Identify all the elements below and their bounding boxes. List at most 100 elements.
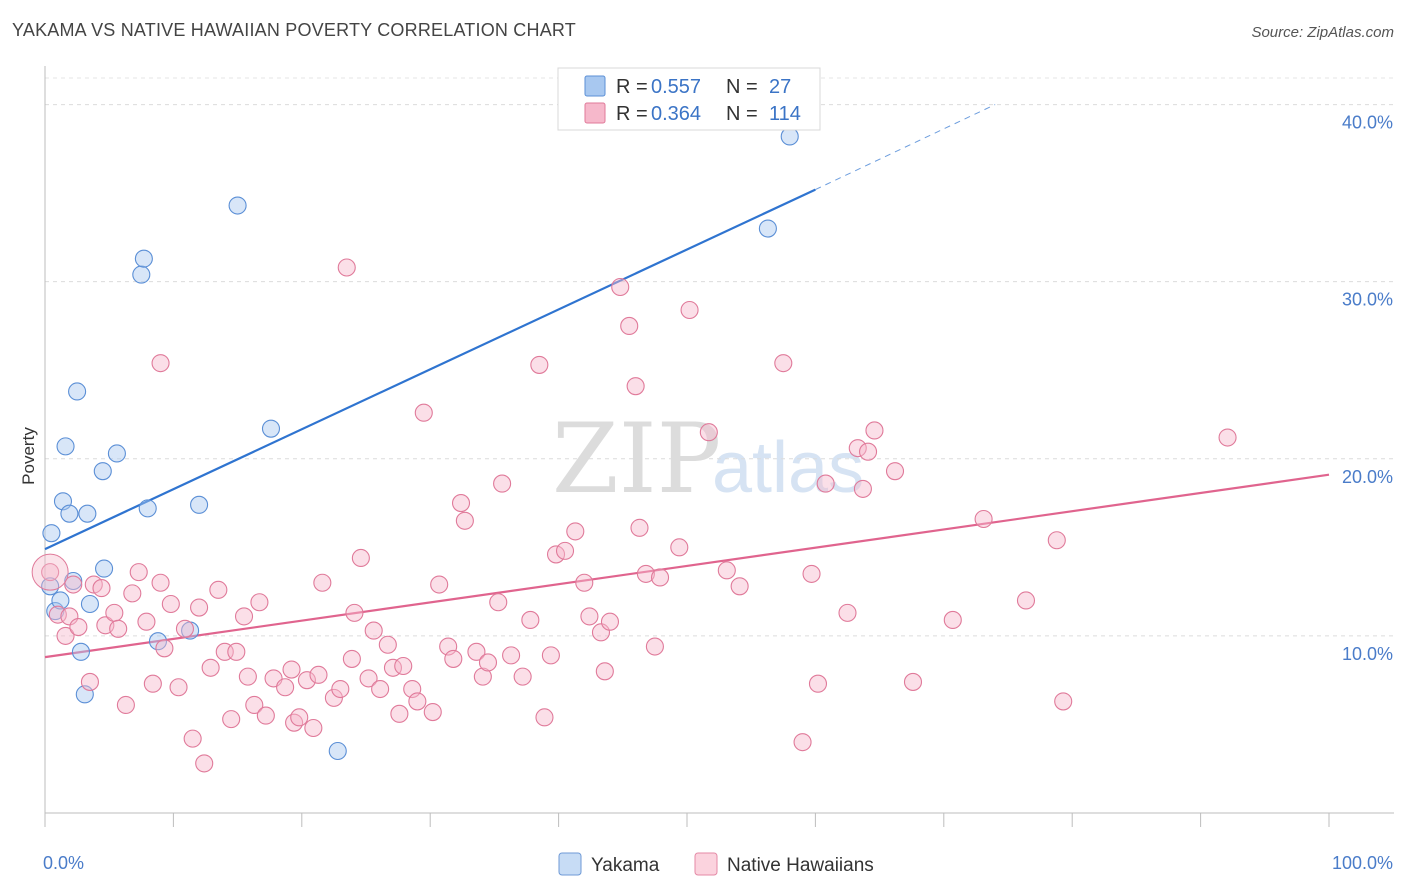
point-native-hawaiians [595, 662, 614, 681]
point-yakama [138, 499, 157, 518]
point-yakama [261, 419, 281, 438]
point-native-hawaiians [227, 642, 246, 661]
point-native-hawaiians [342, 649, 361, 668]
point-native-hawaiians [600, 612, 620, 631]
point-native-hawaiians [276, 678, 295, 697]
point-native-hawaiians [444, 649, 463, 668]
trend-line-yakama-extension [815, 104, 996, 191]
point-native-hawaiians [650, 568, 670, 587]
point-native-hawaiians [48, 605, 67, 624]
point-yakama [68, 382, 87, 401]
legend-n-label: N = [726, 76, 758, 98]
point-native-hawaiians [151, 354, 170, 373]
point-native-hawaiians [943, 610, 962, 630]
point-yakama [42, 524, 61, 543]
point-yakama [190, 495, 209, 514]
point-native-hawaiians [201, 658, 220, 677]
point-native-hawaiians [816, 474, 835, 493]
point-native-hawaiians [351, 548, 370, 568]
x-tick-label: 100.0% [1332, 853, 1393, 873]
source-credit: Source: ZipAtlas.com [1251, 24, 1394, 41]
point-native-hawaiians [808, 674, 828, 693]
point-native-hawaiians [473, 667, 492, 686]
legend-swatch-native-hawaiians [584, 102, 606, 124]
point-native-hawaiians [903, 672, 923, 691]
legend-swatch-yakama [584, 75, 606, 97]
point-yakama [56, 437, 75, 456]
point-native-hawaiians [853, 479, 872, 498]
point-native-hawaiians [530, 355, 549, 374]
point-native-hawaiians [451, 494, 471, 513]
point-native-hawaiians [802, 564, 821, 583]
point-native-hawaiians [455, 511, 474, 530]
point-yakama [71, 642, 91, 661]
point-native-hawaiians [408, 692, 427, 711]
point-native-hawaiians [313, 573, 332, 592]
point-native-hawaiians [245, 695, 264, 715]
watermark: ZIP atlas [552, 403, 864, 515]
legend-r-value: 0.557 [651, 76, 701, 98]
point-native-hawaiians [285, 713, 304, 732]
point-native-hawaiians [116, 695, 135, 715]
point-native-hawaiians [238, 667, 257, 686]
point-native-hawaiians [290, 708, 309, 727]
legend-r-label: R = [616, 103, 648, 125]
point-native-hawaiians [390, 704, 409, 723]
point-yakama [51, 591, 70, 610]
point-yakama [80, 594, 99, 614]
point-native-hawaiians [109, 619, 128, 638]
point-native-hawaiians [123, 584, 142, 603]
point-native-hawaiians [699, 423, 718, 442]
point-native-hawaiians [580, 607, 599, 626]
y-tick-label: 10.0% [1342, 644, 1393, 664]
point-native-hawaiians [717, 561, 736, 580]
point-native-hawaiians [636, 564, 655, 583]
point-native-hawaiians [670, 538, 689, 557]
point-native-hawaiians [371, 679, 390, 699]
point-native-hawaiians [195, 754, 214, 773]
point-native-hawaiians [92, 579, 111, 598]
point-native-hawaiians [467, 642, 486, 661]
point-native-hawaiians [645, 637, 664, 656]
watermark-atlas: atlas [712, 428, 864, 508]
point-native-hawaiians [337, 258, 356, 277]
point-yakama [95, 559, 114, 578]
point-native-hawaiians [378, 635, 397, 654]
legend-n-value: 114 [769, 103, 801, 125]
point-native-hawaiians [838, 603, 857, 622]
point-native-hawaiians [793, 733, 812, 752]
point-native-hawaiians [626, 377, 645, 396]
point-native-hawaiians [143, 674, 162, 693]
y-tick-label: 20.0% [1342, 467, 1393, 487]
point-native-hawaiians [620, 316, 639, 336]
data-points [31, 127, 1237, 773]
point-native-hawaiians [137, 612, 156, 631]
point-native-hawaiians [489, 593, 508, 612]
legend-top: R = 0.557 N = 27 R = 0.364 N = 114 [557, 67, 821, 131]
point-native-hawaiians [493, 474, 512, 493]
point-native-hawaiians [345, 603, 364, 622]
point-native-hawaiians [680, 300, 699, 320]
point-native-hawaiians [161, 594, 180, 614]
point-native-hawaiians [974, 509, 993, 529]
y-tick-label: 40.0% [1342, 113, 1393, 133]
point-native-hawaiians [885, 462, 905, 481]
point-native-hawaiians [521, 610, 540, 630]
point-native-hawaiians [60, 607, 79, 626]
point-yakama [60, 504, 79, 523]
trend-lines [44, 104, 1330, 659]
point-native-hawaiians [513, 667, 532, 686]
point-native-hawaiians [611, 277, 630, 297]
point-native-hawaiians [80, 672, 99, 691]
point-native-hawaiians [190, 598, 209, 617]
point-yakama [132, 265, 151, 284]
legend-r-value: 0.364 [651, 103, 701, 125]
point-native-hawaiians [250, 593, 269, 612]
point-yakama [107, 444, 126, 463]
point-native-hawaiians [1016, 591, 1036, 610]
gridlines [45, 77, 1394, 637]
point-native-hawaiians [394, 656, 413, 676]
point-native-hawaiians [155, 639, 174, 658]
y-tick-labels: 10.0% 20.0% 30.0% 40.0% [1342, 113, 1393, 664]
point-native-hawaiians [282, 660, 301, 679]
